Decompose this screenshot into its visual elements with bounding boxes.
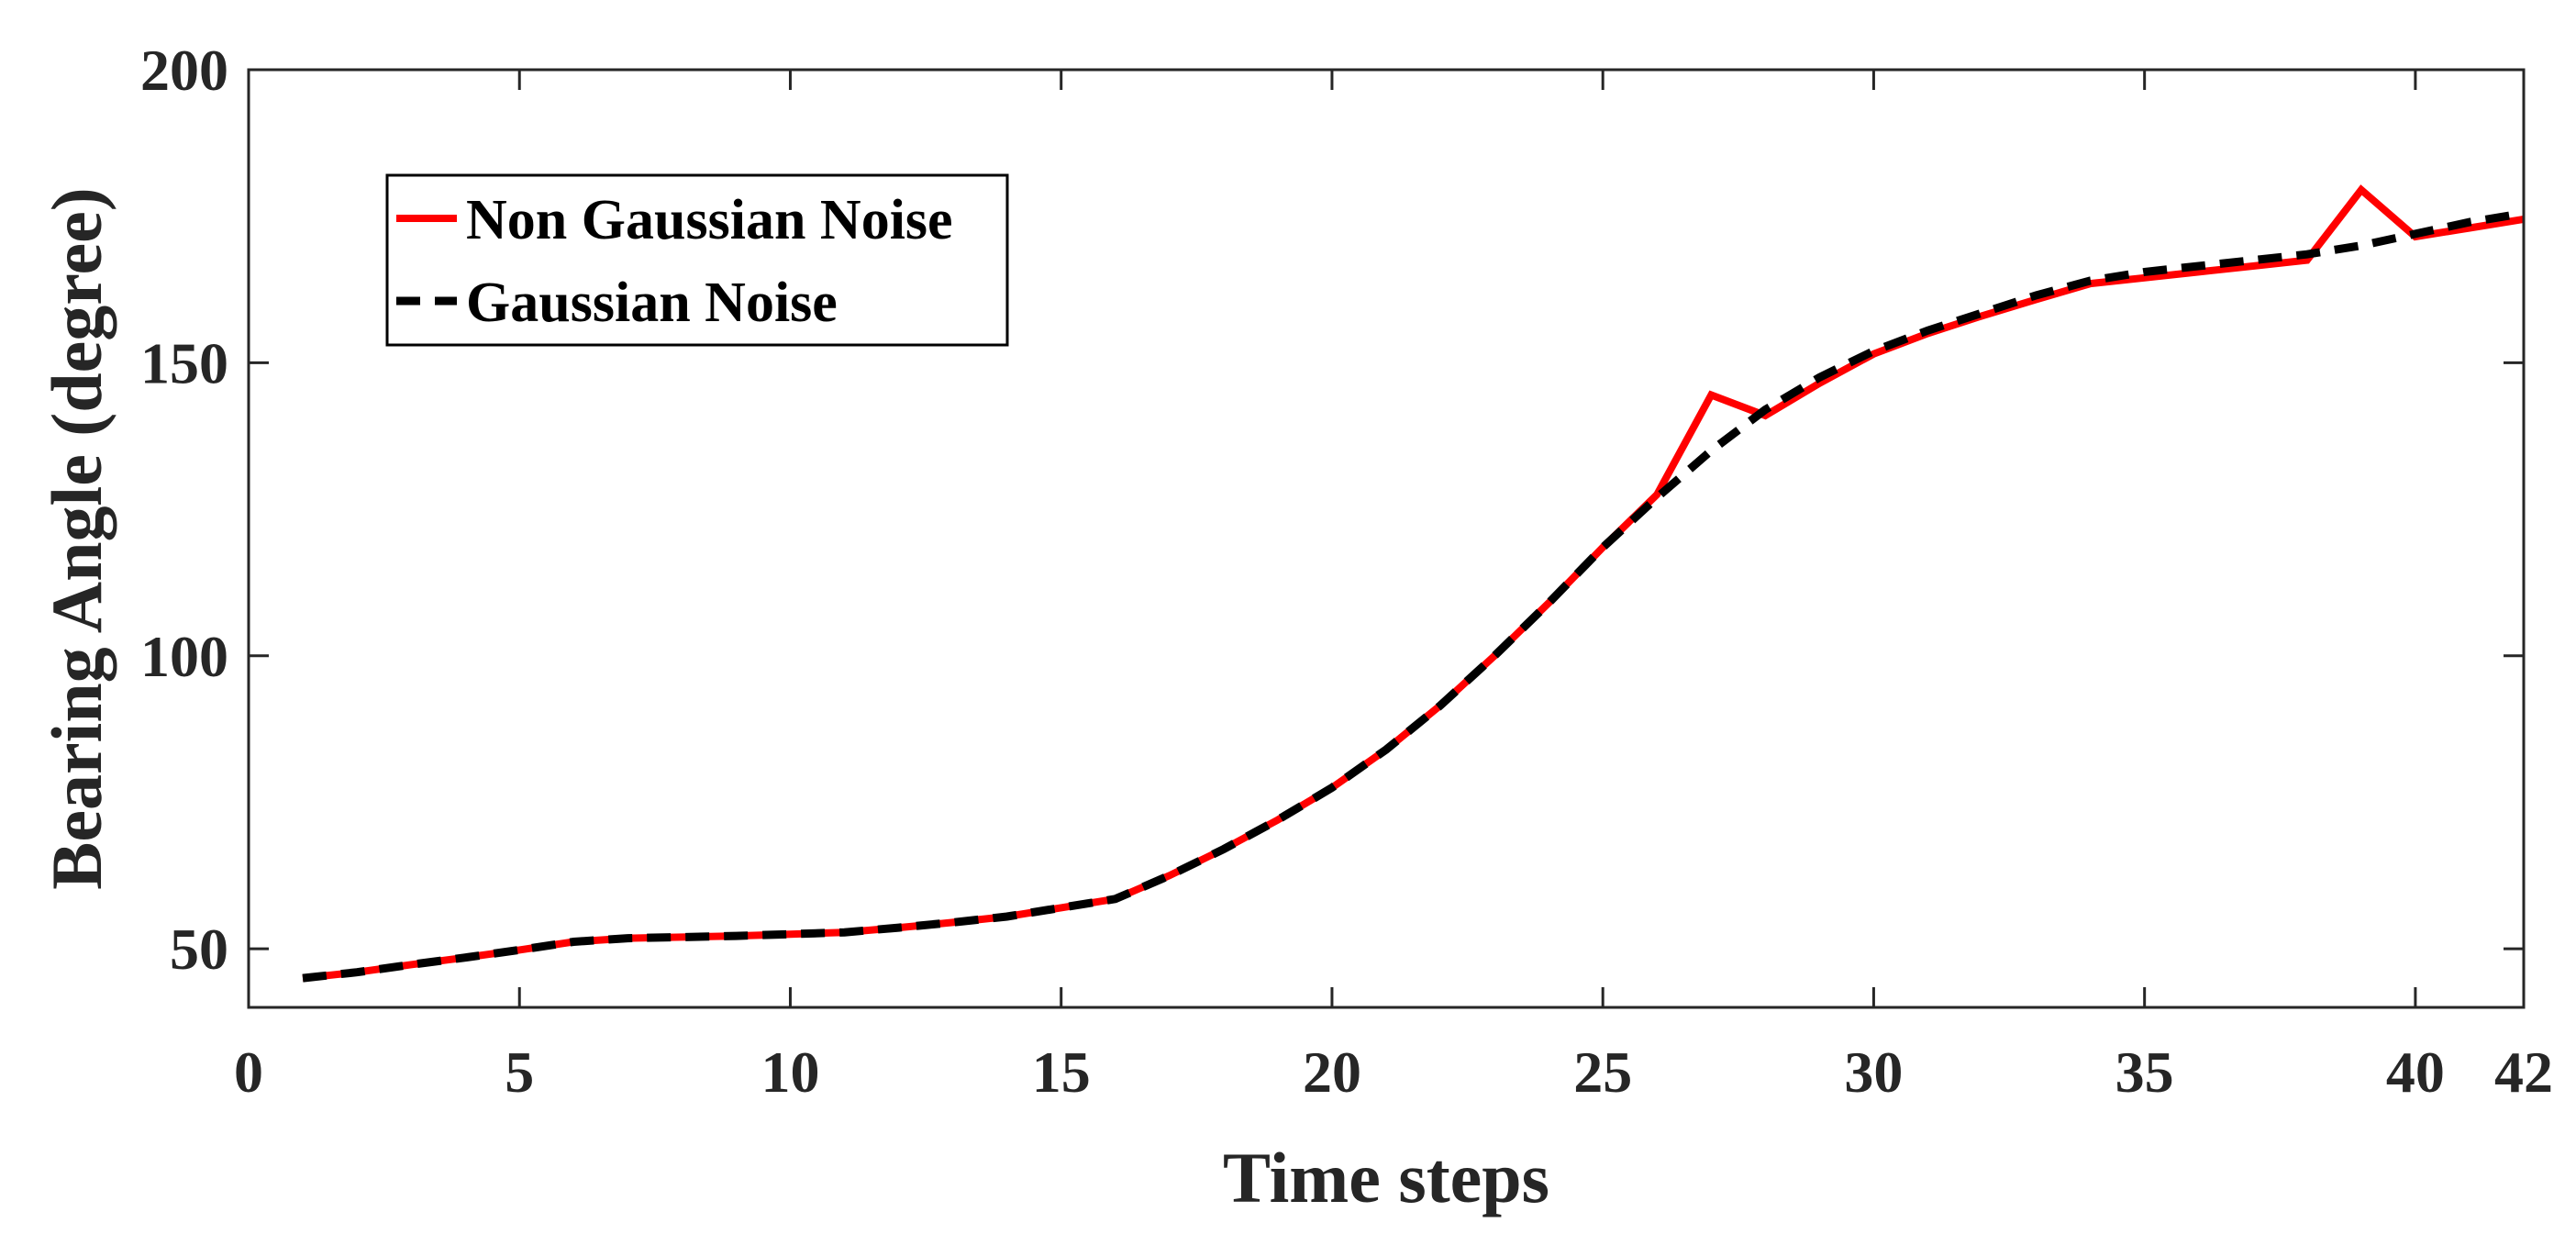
legend-label-non-gaussian: Non Gaussian Noise (466, 189, 953, 251)
y-axis-title: Bearing Angle (degree) (37, 187, 117, 889)
tick-labels: 0 5 10 15 20 25 30 35 40 42 50 100 150 200 (140, 38, 2553, 1105)
x-tick-label: 25 (1573, 1039, 1632, 1105)
legend-box (385, 173, 1009, 347)
x-tick-label: 10 (761, 1039, 819, 1105)
legend: Non Gaussian Noise Gaussian Noise (385, 173, 1009, 347)
x-tick-label: 5 (505, 1039, 534, 1105)
x-tick-label: 15 (1032, 1039, 1091, 1105)
series-layer (302, 184, 2524, 983)
x-tick-label: 30 (1844, 1039, 1903, 1105)
y-tick-label: 50 (170, 917, 228, 982)
y-tick-label: 150 (140, 330, 228, 395)
y-tick-label: 100 (140, 624, 228, 689)
y-tick-label: 200 (140, 38, 228, 103)
x-tick-label: 42 (2494, 1039, 2553, 1105)
x-tick-label: 20 (1303, 1039, 1361, 1105)
x-tick-label: 0 (234, 1039, 263, 1105)
x-tick-label: 35 (2115, 1039, 2174, 1105)
x-axis-title: Time steps (1223, 1138, 1549, 1217)
axes-box (247, 68, 2526, 1009)
legend-label-gaussian: Gaussian Noise (466, 272, 838, 334)
x-tick-label: 40 (2386, 1039, 2445, 1105)
series-line-gaussian (302, 209, 2524, 983)
